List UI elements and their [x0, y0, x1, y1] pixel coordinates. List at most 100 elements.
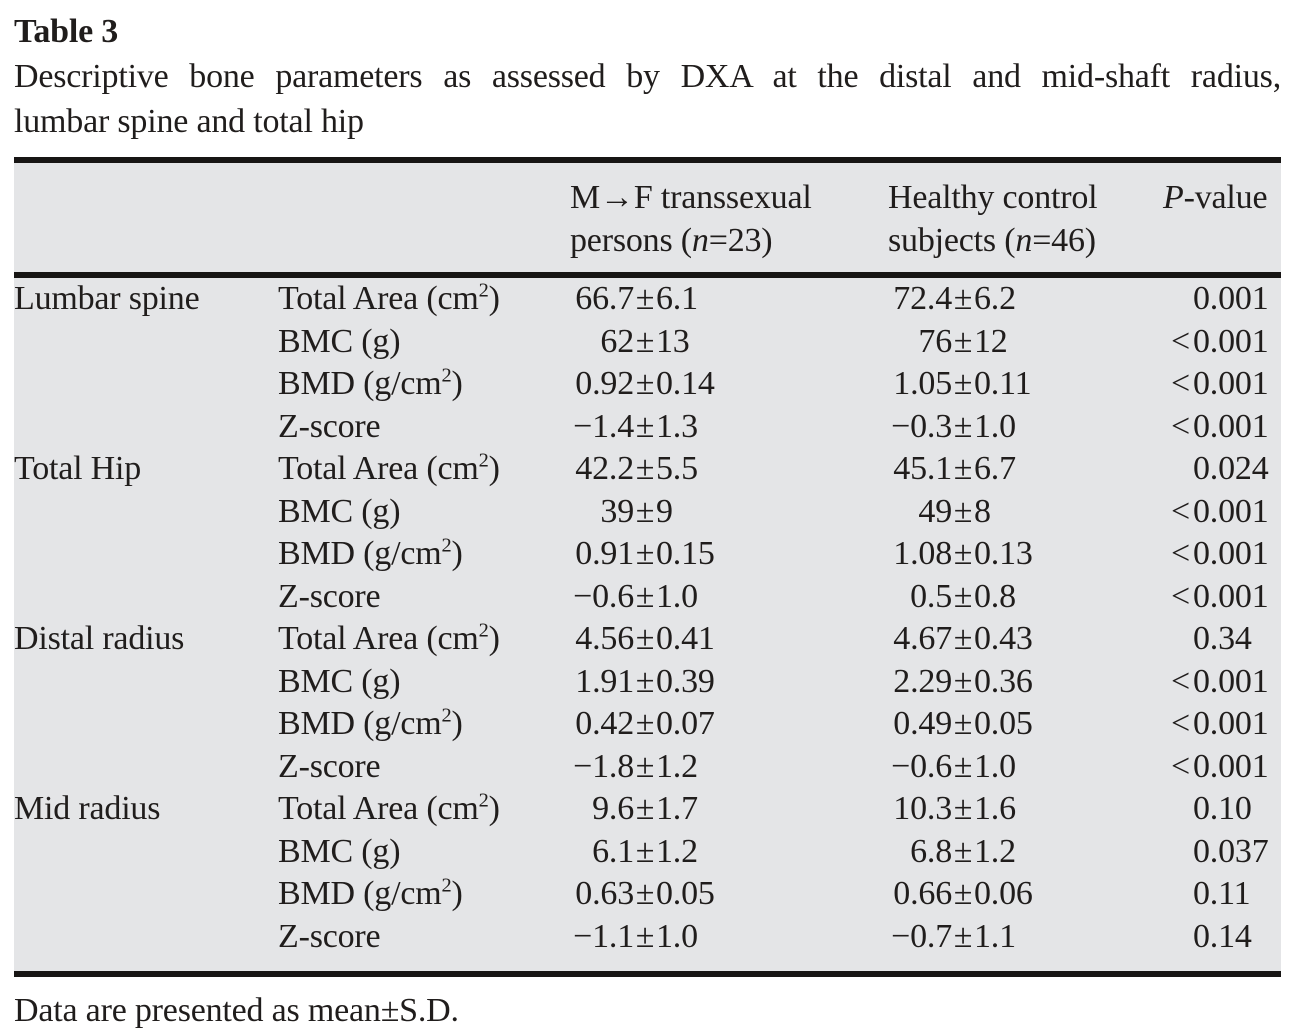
less-than-symbol: < — [1171, 705, 1190, 742]
control-value: 10.3±1.6 — [888, 788, 1193, 831]
sd-value: 0.36 — [974, 662, 1033, 700]
superscript-2: 2 — [478, 449, 489, 472]
col-header-transsexual-group: M→F transsexual persons (n=23) — [570, 160, 888, 275]
mean-value: 4.56 — [575, 620, 634, 657]
mean-value: 4.67 — [893, 620, 952, 657]
parameter-label: BMC (g) — [278, 662, 401, 700]
sd-value: 8 — [974, 492, 991, 530]
plus-minus-symbol: ± — [953, 365, 973, 402]
plus-minus-symbol: ± — [635, 365, 655, 402]
mean-value: −0.7 — [891, 917, 952, 955]
table-caption: Descriptive bone parameters as assessed … — [14, 54, 1281, 144]
plus-minus-symbol: ± — [635, 747, 655, 785]
p-value: 0.001 — [1193, 705, 1269, 742]
control-value: −0.7±1.1 — [888, 916, 1193, 975]
group2-line2: subjects (n=46) — [888, 222, 1096, 259]
mean-value: 42.2 — [575, 450, 634, 487]
p-value-cell: 0.34 — [1193, 618, 1281, 661]
mean-value: 49 — [918, 492, 952, 530]
transsexual-value: 39±9 — [570, 491, 888, 534]
sd-value: 1.6 — [974, 790, 1016, 827]
plus-minus-symbol: ± — [953, 322, 973, 360]
mean-value: 72.4 — [893, 280, 952, 317]
plus-minus-symbol: ± — [953, 450, 973, 487]
sd-value: 9 — [656, 492, 673, 530]
mean-value: 1.91 — [575, 662, 634, 700]
plus-minus-symbol: ± — [953, 407, 973, 445]
control-value: 6.8±1.2 — [888, 831, 1193, 874]
transsexual-value: 0.91±0.15 — [570, 533, 888, 576]
parameter-label: Z-score — [278, 407, 381, 445]
sd-value: 1.3 — [656, 407, 698, 445]
superscript-2: 2 — [478, 789, 489, 812]
parameter-label: Total Area (cm2) — [278, 789, 500, 827]
p-value-cell: <0.001 — [1171, 363, 1281, 406]
p-value-cell: 0.024 — [1193, 448, 1281, 491]
mean-value: 9.6 — [592, 790, 634, 827]
less-than-symbol: < — [1171, 577, 1190, 615]
control-value: 45.1±6.7 — [888, 448, 1193, 491]
col-header-parameter-empty — [278, 160, 570, 275]
less-than-symbol: < — [1171, 365, 1190, 402]
mean-value: 1.08 — [893, 535, 952, 572]
transsexual-value: −1.8±1.2 — [570, 746, 888, 789]
mean-value: 0.5 — [910, 577, 952, 615]
group1-line2: persons (n=23) — [570, 222, 773, 259]
superscript-2: 2 — [441, 534, 452, 557]
plus-minus-symbol: ± — [953, 492, 973, 530]
sd-value: 0.13 — [974, 535, 1033, 572]
sd-value: 0.41 — [656, 620, 715, 657]
sd-value: 0.06 — [974, 875, 1033, 912]
table-row: Distal radius Total Area (cm2) 4.56±0.41 4.… — [14, 618, 1281, 661]
table-row: Z-score −1.8±1.2 −0.6±1.0 <0.001 — [14, 746, 1281, 789]
sd-value: 1.0 — [656, 577, 698, 615]
transsexual-value: 4.56±0.41 — [570, 618, 888, 661]
p-value: 0.001 — [1193, 280, 1269, 317]
mean-value: 2.29 — [893, 662, 952, 700]
site-label — [14, 746, 278, 789]
p-value: 0.14 — [1193, 917, 1252, 955]
table-row: Lumbar spine Total Area (cm2) 66.7±6.1 72.4… — [14, 275, 1281, 321]
parameter-label: BMD (g/cm2) — [278, 364, 463, 402]
less-than-symbol: < — [1171, 407, 1190, 445]
less-than-symbol: < — [1171, 322, 1190, 360]
plus-minus-symbol: ± — [635, 280, 655, 317]
site-label: Total Hip — [14, 450, 142, 487]
header-row: M→F transsexual persons (n=23) Healthy c… — [14, 160, 1281, 275]
less-than-symbol: < — [1171, 492, 1190, 530]
p-value: 0.10 — [1193, 790, 1252, 827]
site-label — [14, 831, 278, 874]
site-label — [14, 491, 278, 534]
plus-minus-symbol: ± — [953, 790, 973, 827]
plus-minus-symbol: ± — [953, 662, 973, 700]
less-than-symbol: < — [1171, 535, 1190, 572]
table-row: Z-score −1.1±1.0 −0.7±1.1 0.14 — [14, 916, 1281, 975]
mean-value: 66.7 — [575, 280, 634, 317]
plus-minus-symbol: ± — [635, 535, 655, 572]
table-header: M→F transsexual persons (n=23) Healthy c… — [14, 160, 1281, 275]
table-row: BMD (g/cm2) 0.92±0.14 1.05±0.11 <0.001 — [14, 363, 1281, 406]
p-value: 0.024 — [1193, 450, 1269, 487]
site-label — [14, 703, 278, 746]
mean-value: 76 — [918, 322, 952, 360]
sd-value: 13 — [656, 322, 690, 360]
n-italic: n — [691, 222, 709, 259]
sd-value: 0.07 — [656, 705, 715, 742]
mean-value: 6.8 — [910, 832, 952, 870]
p-value-cell: <0.001 — [1171, 746, 1281, 789]
plus-minus-symbol: ± — [953, 832, 973, 870]
control-value: −0.3±1.0 — [888, 406, 1193, 449]
plus-minus-symbol: ± — [953, 620, 973, 657]
p-value: 0.11 — [1193, 875, 1251, 912]
mean-value: 0.49 — [893, 705, 952, 742]
transsexual-value: 62±13 — [570, 321, 888, 364]
plus-minus-symbol: ± — [953, 705, 973, 742]
mean-value: 62 — [600, 322, 634, 360]
table-row: Z-score −0.6±1.0 0.5±0.8 <0.001 — [14, 576, 1281, 619]
parameter-label: BMD (g/cm2) — [278, 874, 463, 912]
less-than-symbol: < — [1171, 662, 1190, 700]
p-value-label: P-value — [1163, 179, 1268, 216]
sd-value: 0.14 — [656, 365, 715, 402]
control-value: 49±8 — [888, 491, 1193, 534]
site-label — [14, 873, 278, 916]
